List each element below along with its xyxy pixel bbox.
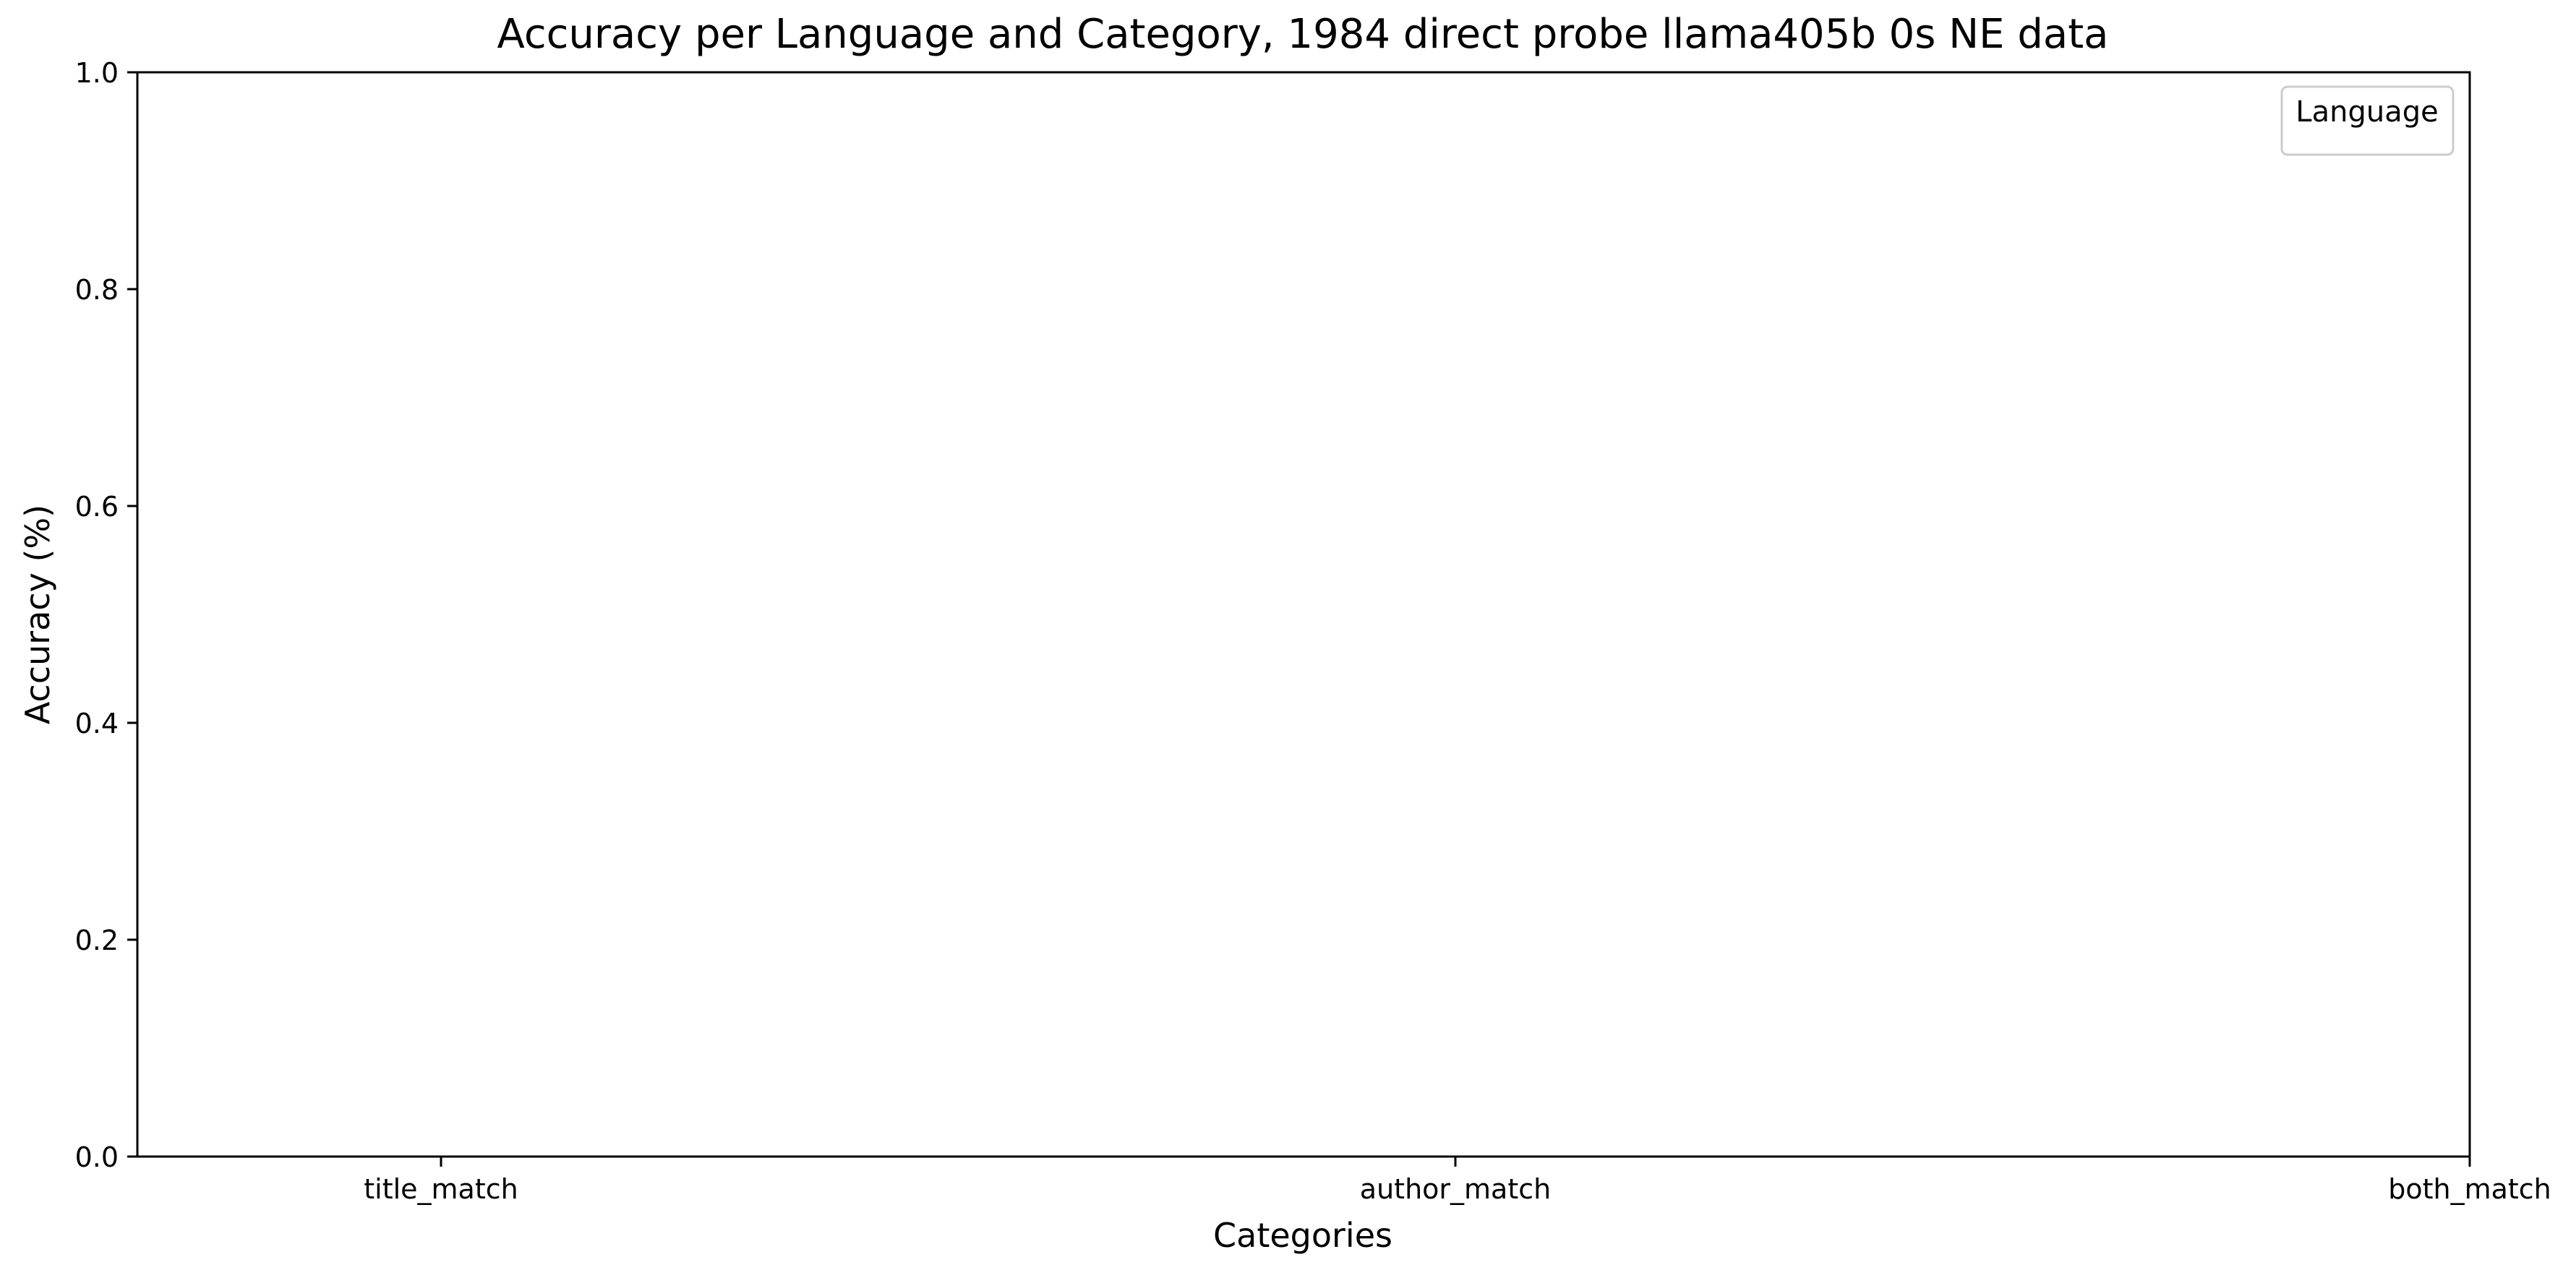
x-tick-label: author_match [1360, 1173, 1551, 1205]
x-axis: title_match author_match both_match [364, 1157, 2551, 1205]
legend-title: Language [2295, 95, 2438, 129]
y-axis: 0.0 0.2 0.4 0.6 0.8 1.0 [75, 57, 137, 1173]
y-tick-label: 0.8 [75, 274, 119, 306]
plot-area [136, 71, 2471, 1158]
y-tick-label: 0.4 [75, 708, 119, 739]
plot-frame [136, 71, 2471, 1158]
y-axis-label: Accuracy (%) [18, 505, 57, 724]
chart-title: Accuracy per Language and Category, 1984… [497, 11, 2109, 58]
y-tick-label: 0.6 [75, 491, 119, 523]
y-tick-label: 0.0 [75, 1141, 119, 1173]
legend-box [2280, 85, 2455, 156]
x-axis-label: Categories [1213, 1216, 1392, 1255]
y-tick-label: 0.2 [75, 925, 119, 956]
x-tick-label: title_match [364, 1173, 518, 1205]
y-tick-label: 1.0 [75, 57, 119, 89]
x-tick-label: both_match [2388, 1173, 2551, 1205]
legend: Language [2280, 85, 2455, 156]
